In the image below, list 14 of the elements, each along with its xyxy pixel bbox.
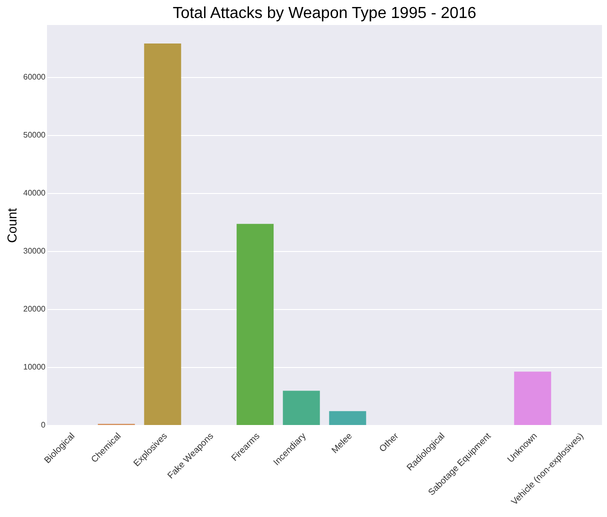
bar <box>144 44 182 425</box>
bar <box>329 411 366 425</box>
y-tick-label: 50000 <box>23 130 46 140</box>
y-tick-label: 0 <box>41 420 46 430</box>
y-tick-label: 60000 <box>23 72 46 82</box>
bar <box>282 390 320 425</box>
bar <box>236 224 274 425</box>
chart-title: Total Attacks by Weapon Type 1995 - 2016 <box>172 5 476 22</box>
bar <box>514 372 552 425</box>
y-tick-label: 40000 <box>23 188 46 198</box>
y-tick-label: 30000 <box>23 246 46 256</box>
y-tick-label: 20000 <box>23 304 46 314</box>
y-tick-label: 10000 <box>23 362 46 372</box>
y-axis-title: Count <box>4 208 20 243</box>
